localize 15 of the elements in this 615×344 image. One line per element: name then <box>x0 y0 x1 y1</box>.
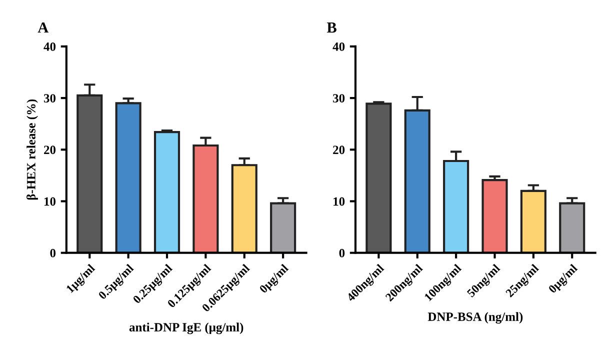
y-tick-label: 30 <box>44 94 56 102</box>
y-tick-label: 0 <box>339 248 345 258</box>
chart-title: A <box>38 22 49 33</box>
chart-title: B <box>326 22 336 33</box>
y-tick-label: 40 <box>332 42 345 51</box>
y-tick-label: 30 <box>333 94 345 102</box>
y-tick-label: 10 <box>334 197 345 206</box>
x-axis-title: anti-DNP IgE (μg/ml) <box>129 322 244 334</box>
y-axis-title: β-HEX release (%) <box>26 99 38 200</box>
x-axis-title: DNP-BSA (ng/ml) <box>428 312 523 324</box>
y-tick-label: 0 <box>50 248 56 258</box>
y-tick-label: 10 <box>44 197 56 206</box>
y-tick-label: 40 <box>44 42 56 51</box>
y-tick-label: 20 <box>333 146 345 154</box>
y-tick-label: 20 <box>44 146 56 154</box>
